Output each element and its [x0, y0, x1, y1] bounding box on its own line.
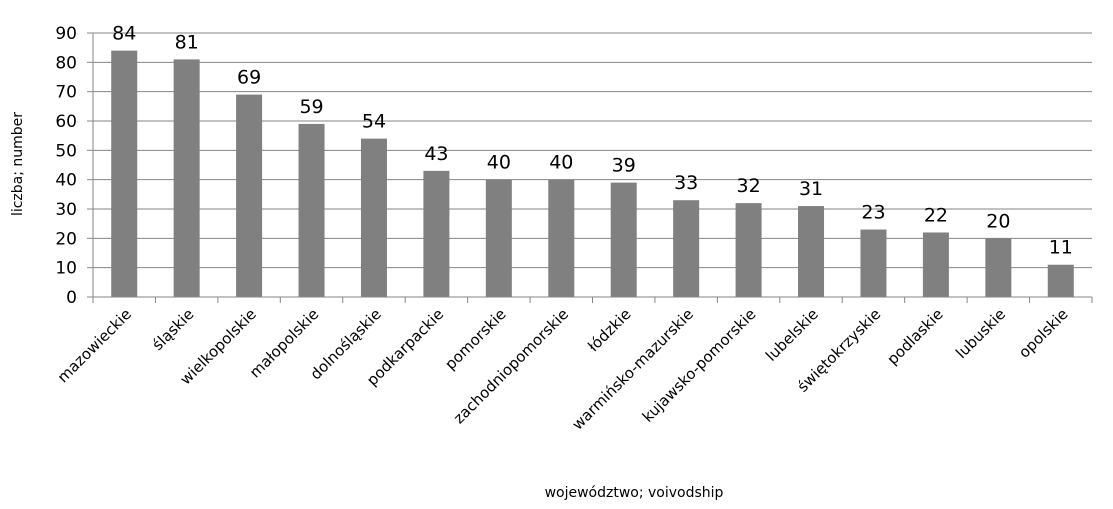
x-tick-label-opolskie: opolskie [1015, 305, 1072, 362]
x-tick-label-śląskie: śląskie [149, 305, 198, 354]
data-label-lubuskie: 20 [986, 210, 1010, 232]
y-tick-label-20: 20 [55, 229, 77, 249]
data-label-wielkopolskie: 69 [237, 67, 261, 89]
y-tick-label-50: 50 [55, 141, 77, 161]
data-label-podlaskie: 22 [924, 204, 948, 226]
y-tick-label-60: 60 [55, 112, 77, 132]
data-label-lubelskie: 31 [799, 178, 823, 200]
x-axis-title: województwo; voivodship [545, 485, 724, 501]
bar-zachodniopomorskie [548, 179, 575, 297]
bar-podlaskie [922, 232, 949, 297]
data-label-mazowieckie: 84 [112, 23, 136, 45]
y-tick-label-40: 40 [55, 171, 77, 191]
y-axis-title: liczba; number [10, 112, 26, 216]
data-label-zachodniopomorskie: 40 [549, 152, 573, 174]
data-label-dolnośląskie: 54 [362, 111, 386, 133]
data-label-kujawsko-pomorskie: 32 [737, 175, 761, 197]
bar-lubuskie [985, 238, 1012, 297]
bar-warmińsko-mazurskie [673, 200, 700, 297]
x-tick-label-zachodniopomorskie: zachodniopomorskie [450, 305, 572, 427]
data-label-łódzkie: 39 [612, 155, 636, 177]
bar-małopolskie [298, 123, 325, 297]
bar-wielkopolskie [236, 94, 263, 297]
y-tick-label-10: 10 [55, 259, 77, 279]
bar-kujawsko-pomorskie [735, 203, 762, 297]
bar-opolskie [1047, 264, 1074, 297]
bar-śląskie [173, 59, 200, 298]
data-label-świętokrzyskie: 23 [861, 202, 885, 224]
data-labels: 84 81 69 59 54 43 40 40 39 33 32 31 23 22 20 11 [112, 23, 1073, 259]
axes [87, 32, 1093, 303]
x-tick-label-łódzkie: łódzkie [584, 305, 634, 355]
data-label-opolskie: 11 [1049, 237, 1073, 259]
bar-podkarpackie [423, 170, 450, 297]
x-tick-label-kujawsko-pomorskie: kujawsko-pomorskie [639, 305, 760, 426]
bars [111, 50, 1074, 298]
x-tick-label-warmińsko-mazurskie: warmińsko-mazurskie [568, 305, 697, 434]
bar-dolnośląskie [360, 138, 387, 297]
y-tick-label-30: 30 [55, 200, 77, 220]
bar-łódzkie [610, 182, 637, 297]
bar-świętokrzyskie [860, 229, 887, 297]
x-tick-label-podlaskie: podlaskie [883, 305, 946, 368]
data-label-pomorskie: 40 [487, 152, 511, 174]
bar-mazowieckie [111, 50, 138, 297]
y-tick-label-0: 0 [66, 288, 77, 308]
x-tick-labels: mazowieckie śląskiewielkopolskiemałopolsk… [54, 305, 1072, 434]
data-label-warmińsko-mazurskie: 33 [674, 172, 698, 194]
x-tick-label-mazowieckie: mazowieckie [54, 305, 135, 386]
x-tick-label-lubuskie: lubuskie [952, 305, 1009, 362]
data-label-podkarpackie: 43 [424, 143, 448, 165]
y-tick-label-80: 80 [55, 53, 77, 73]
x-tick-label-lubelskie: lubelskie [762, 305, 822, 365]
y-tick-label-70: 70 [55, 83, 77, 103]
data-label-śląskie: 81 [175, 31, 199, 53]
y-tick-labels: 0 10 20 30 40 50 60 70 80 90 [55, 24, 77, 308]
y-tick-label-90: 90 [55, 24, 77, 44]
data-label-małopolskie: 59 [299, 96, 323, 118]
x-tick-label-pomorskie: pomorskie [441, 305, 509, 373]
bar-pomorskie [485, 179, 512, 297]
bar-lubelskie [798, 206, 825, 297]
